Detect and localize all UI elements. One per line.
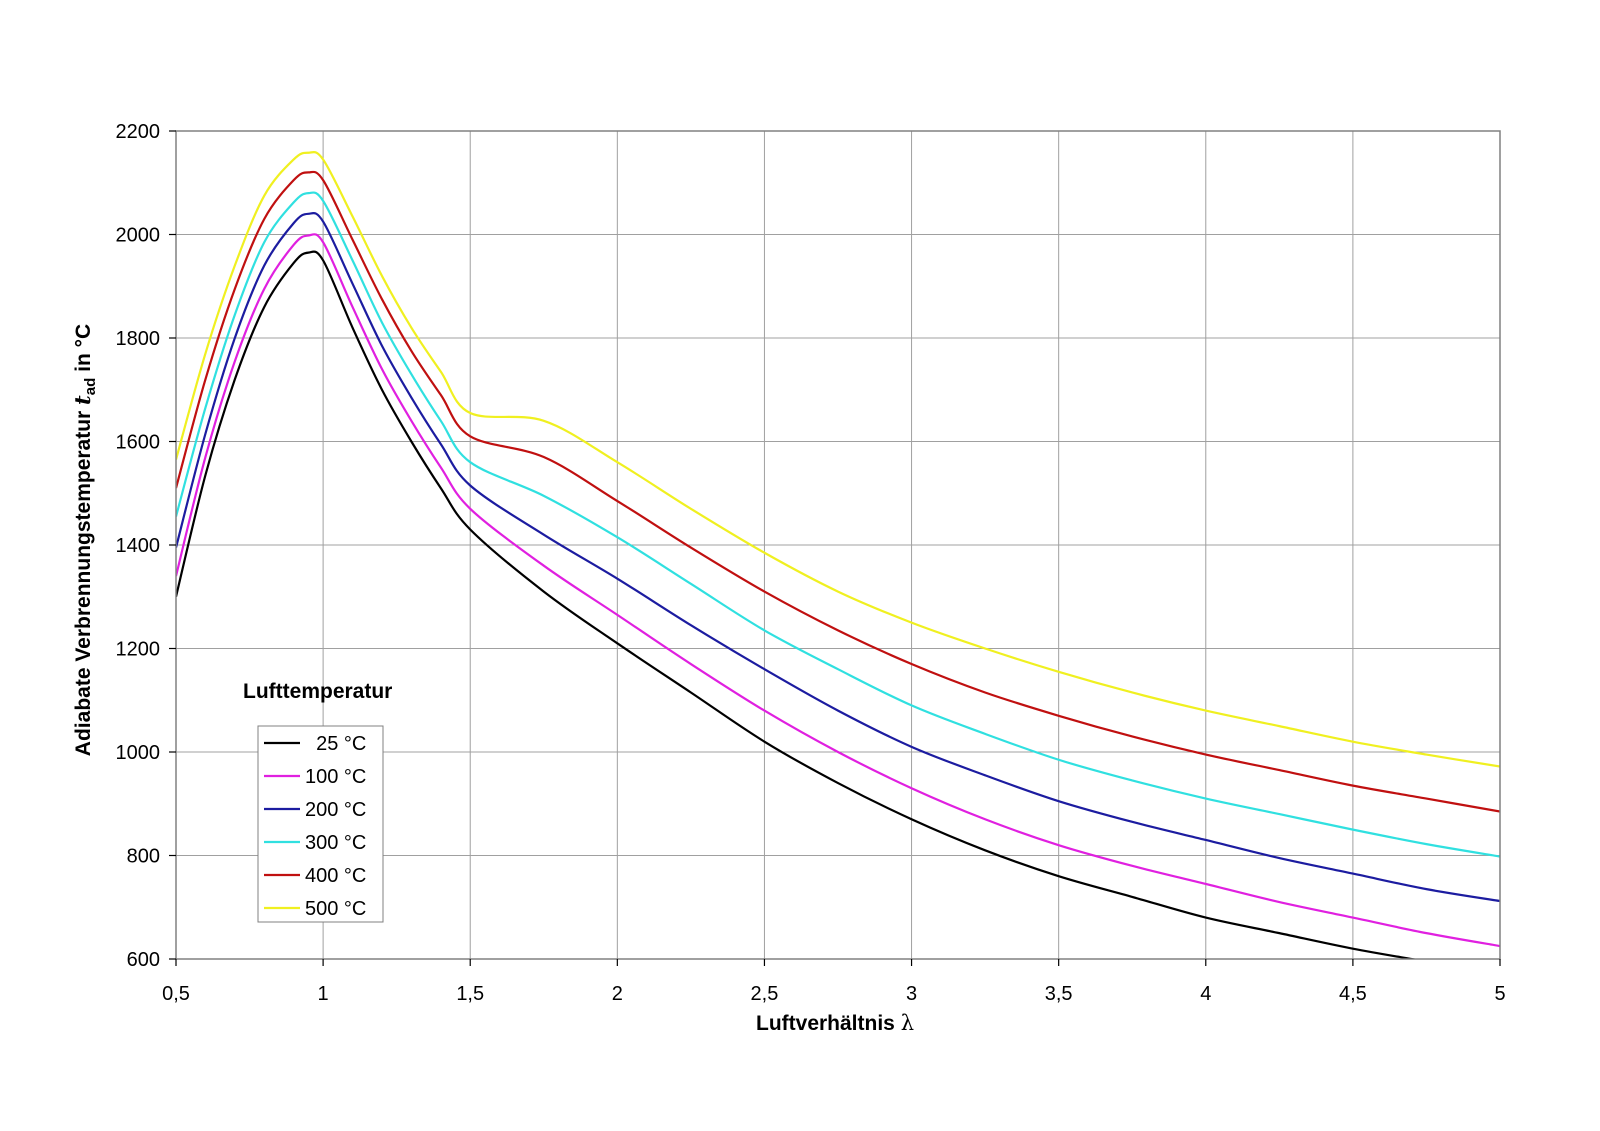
y-tick-label: 2200 bbox=[116, 121, 161, 143]
x-tick-label: 2 bbox=[612, 983, 623, 1005]
y-tick-label: 1200 bbox=[116, 639, 161, 661]
x-tick-label: 4,5 bbox=[1339, 983, 1367, 1005]
series-line-4 bbox=[176, 170, 1500, 813]
series-line-2 bbox=[176, 211, 1500, 903]
series-lines bbox=[176, 150, 1500, 959]
legend-label-5: 500 °C bbox=[305, 898, 366, 920]
x-axis-ticks: 0,5 1 1,5 2 2,5 3 3,5 4 4,5 5 bbox=[162, 959, 1506, 1005]
legend-label-0: 25 °C bbox=[305, 733, 366, 755]
legend-box bbox=[257, 725, 384, 923]
y-axis-ticks: 600 800 1000 1200 1400 1600 1800 2000 2200 bbox=[116, 121, 176, 971]
series-line-1 bbox=[176, 233, 1500, 948]
legend-label-1: 100 °C bbox=[305, 766, 366, 788]
y-tick-label: 1600 bbox=[116, 432, 161, 454]
y-tick-label: 1800 bbox=[116, 328, 161, 350]
series-line-5 bbox=[176, 150, 1500, 768]
x-tick-label: 2,5 bbox=[751, 983, 779, 1005]
y-tick-label: 800 bbox=[127, 846, 160, 868]
legend-title: Lufttemperatur bbox=[243, 680, 392, 703]
x-tick-label: 5 bbox=[1494, 983, 1505, 1005]
x-tick-label: 3,5 bbox=[1045, 983, 1073, 1005]
series-line-0 bbox=[176, 250, 1418, 959]
series-line-3 bbox=[176, 191, 1500, 858]
legend-label-4: 400 °C bbox=[305, 865, 366, 887]
legend-label-3: 300 °C bbox=[305, 832, 366, 854]
x-tick-label: 1,5 bbox=[456, 983, 484, 1005]
x-tick-label: 4 bbox=[1200, 983, 1211, 1005]
y-tick-label: 600 bbox=[127, 949, 160, 971]
x-tick-label: 1 bbox=[318, 983, 329, 1005]
legend: 25 °C 100 °C 200 °C 300 °C 400 °C 500 °C bbox=[257, 725, 384, 923]
y-tick-label: 1400 bbox=[116, 535, 161, 557]
y-axis-title: Adiabate Verbrennungstemperatur tad in °… bbox=[70, 324, 99, 756]
x-axis-title: Luftverhältnis λ bbox=[756, 1011, 914, 1035]
y-tick-label: 1000 bbox=[116, 742, 161, 764]
x-tick-label: 3 bbox=[906, 983, 917, 1005]
x-tick-label: 0,5 bbox=[162, 983, 190, 1005]
y-tick-label: 2000 bbox=[116, 225, 161, 247]
legend-label-2: 200 °C bbox=[305, 799, 366, 821]
